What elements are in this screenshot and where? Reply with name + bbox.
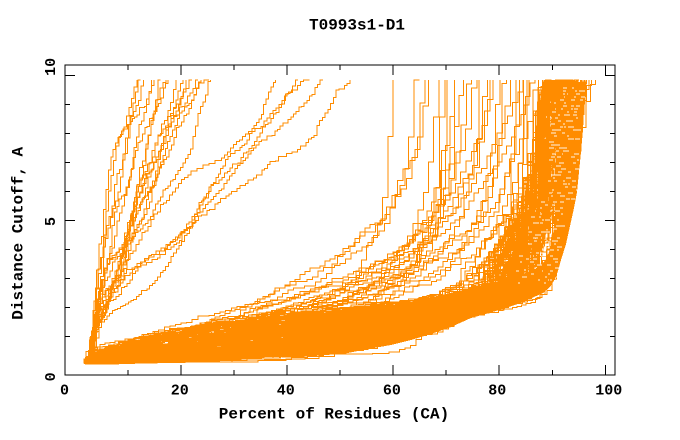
svg-text:10: 10 — [43, 58, 60, 76]
svg-text:Distance Cutoff, A: Distance Cutoff, A — [10, 146, 28, 319]
svg-text:Percent of Residues (CA): Percent of Residues (CA) — [219, 406, 449, 424]
svg-text:80: 80 — [488, 383, 506, 400]
svg-text:T0993s1-D1: T0993s1-D1 — [309, 17, 405, 35]
svg-text:5: 5 — [43, 217, 60, 226]
svg-text:40: 40 — [277, 383, 295, 400]
svg-text:60: 60 — [383, 383, 401, 400]
svg-text:20: 20 — [171, 383, 189, 400]
svg-text:100: 100 — [595, 383, 622, 400]
svg-text:0: 0 — [43, 372, 60, 381]
svg-text:0: 0 — [60, 383, 69, 400]
